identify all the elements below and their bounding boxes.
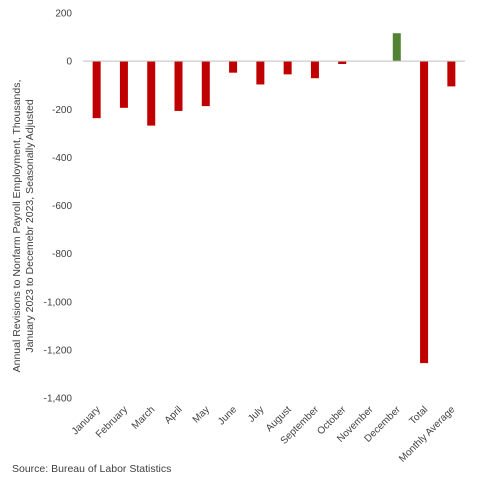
- y-tick-label: 200: [55, 9, 72, 20]
- y-tick-label: -400: [52, 153, 72, 164]
- bar: [119, 61, 128, 108]
- y-tick-label: -1,400: [44, 394, 73, 405]
- bars: [92, 33, 456, 364]
- bar: [92, 61, 101, 119]
- source-note: Source: Bureau of Labor Statistics: [12, 463, 172, 475]
- y-axis-label: Annual Revisions to Nonfarm Payroll Empl…: [11, 80, 36, 373]
- x-tick-label: April: [163, 404, 185, 426]
- y-tick-label: -600: [52, 201, 72, 212]
- bar: [147, 61, 156, 126]
- x-tick-label: June: [216, 404, 239, 427]
- y-axis-label-line-2: January 2023 to Decemebr 2023, Seasonall…: [24, 99, 36, 352]
- bar: [229, 61, 238, 73]
- y-tick-label: -1,000: [44, 297, 73, 308]
- y-tick-label: -1,200: [44, 345, 73, 356]
- y-axis-ticks: 200 0 -200 -400 -600 -800 -1,000 -1,200 -1,400: [44, 9, 73, 405]
- x-tick-label: May: [191, 404, 212, 425]
- bar: [283, 61, 292, 75]
- x-tick-label: Total: [407, 404, 430, 427]
- bar: [338, 61, 347, 65]
- bar: [310, 61, 319, 79]
- y-tick-label: -200: [52, 105, 72, 116]
- y-axis-label-line-1: Annual Revisions to Nonfarm Payroll Empl…: [11, 80, 23, 373]
- bar: [174, 61, 183, 111]
- bar: [447, 61, 456, 87]
- bar: [392, 33, 401, 62]
- bar: [256, 61, 265, 85]
- y-tick-label: -800: [52, 249, 72, 260]
- x-tick-label: July: [246, 404, 266, 424]
- x-tick-label: March: [130, 404, 157, 431]
- y-tick-label: 0: [66, 57, 72, 68]
- bar: [201, 61, 210, 107]
- bar: [420, 61, 429, 364]
